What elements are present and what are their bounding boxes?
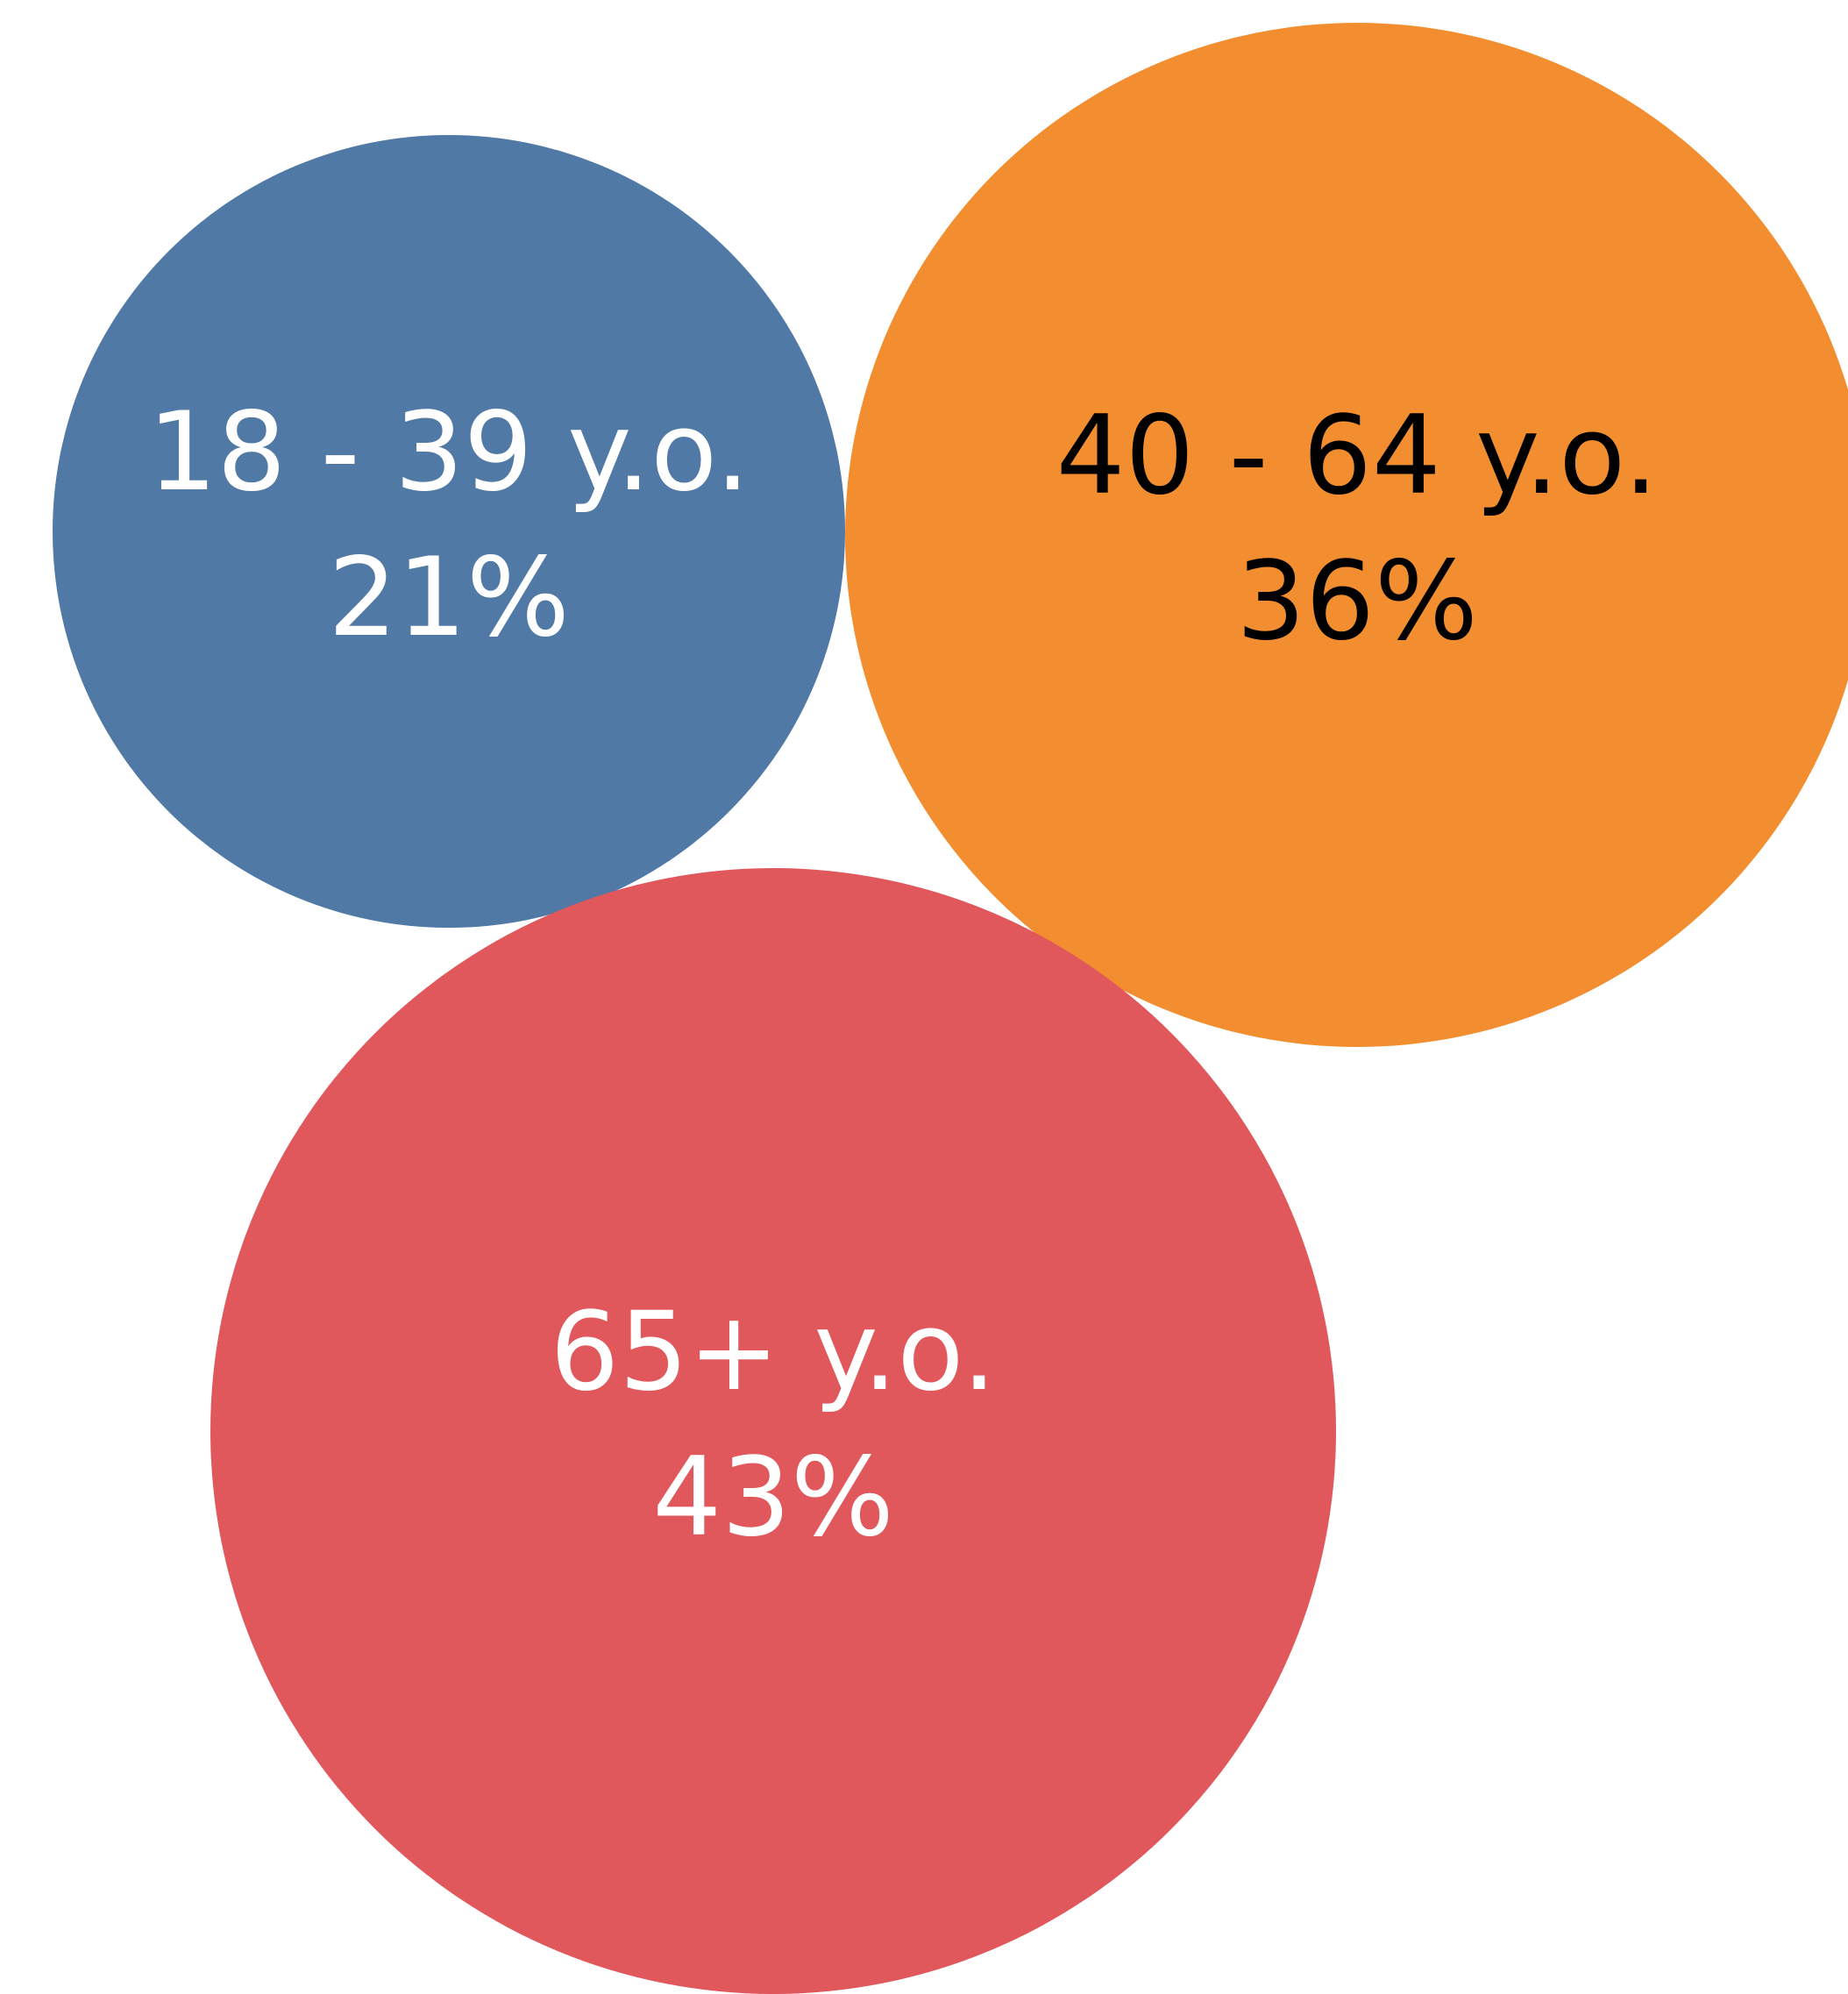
bubble-category-label: 65+ y.o. bbox=[550, 1289, 996, 1415]
bubble-40-64-y-o: 40 - 64 y.o. 36% bbox=[845, 23, 1848, 1047]
bubble-value-label: 43% bbox=[652, 1435, 894, 1561]
bubble-value-label: 36% bbox=[1236, 538, 1478, 665]
bubble-value-label: 21% bbox=[328, 535, 570, 661]
bubble-18-39-y-o: 18 - 39 y.o. 21% bbox=[53, 135, 845, 928]
bubble-category-label: 18 - 39 y.o. bbox=[148, 389, 750, 516]
bubble-circle-65-y-o bbox=[210, 868, 1336, 1994]
bubble-circle-18-39-y-o bbox=[53, 135, 845, 928]
bubble-65-y-o: 65+ y.o. 43% bbox=[210, 868, 1336, 1994]
bubble-category-label: 40 - 64 y.o. bbox=[1056, 393, 1659, 519]
bubble-circle-40-64-y-o bbox=[845, 23, 1848, 1047]
